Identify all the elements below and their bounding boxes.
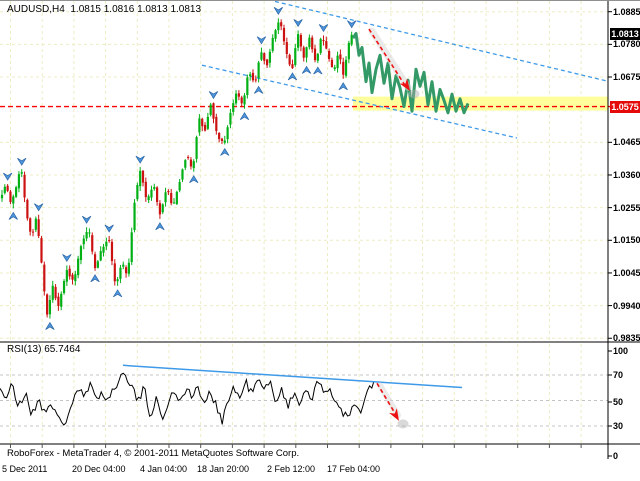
copyright-label: RoboForex - MetaTrader 4, © 2001-2011 Me…: [7, 448, 300, 459]
price-tick-label: 1.0045: [613, 267, 640, 278]
rsi-tick-label: 100: [613, 346, 629, 356]
price-tick-label: 1.0780: [613, 39, 640, 50]
bid-price-label: 1.0813: [610, 28, 640, 41]
chart-title: AUDUSD,H4 1.0815 1.0816 1.0813 1.0813: [7, 4, 201, 15]
price-tick-label: 1.0360: [613, 169, 640, 180]
rsi-current-value: 65.7464: [44, 344, 81, 355]
price-tick-label: 1.0255: [613, 202, 640, 213]
time-tick-label: 18 Jan 20:00: [197, 464, 250, 474]
time-tick-label: 5 Dec 2011: [2, 464, 48, 474]
time-tick-label: 4 Jan 04:00: [140, 464, 188, 474]
rsi-tick-label: 50: [613, 397, 624, 407]
price-tick-label: 0.9835: [613, 333, 640, 344]
time-tick-label: 17 Feb 04:00: [327, 464, 381, 474]
ohlc-quote-line: 1.0815 1.0816 1.0813 1.0813: [70, 4, 202, 15]
price-tick-label: 1.0150: [613, 235, 640, 246]
symbol-timeframe-label: AUDUSD,H4: [7, 4, 65, 15]
rsi-tick-label: 30: [613, 421, 624, 431]
rsi-indicator-label: RSI(13) 65.7464: [7, 345, 80, 355]
price-tick-label: 1.0885: [613, 6, 640, 17]
price-tick-label: 1.0465: [613, 137, 640, 148]
rsi-tick-label: 70: [613, 370, 624, 380]
price-tick-label: 1.0675: [613, 72, 640, 82]
time-tick-label: 2 Feb 12:00: [267, 464, 316, 474]
rsi-name: RSI(13): [7, 344, 42, 355]
time-tick-label: 20 Dec 04:00: [72, 464, 126, 474]
rsi-tick-label: 0: [613, 451, 619, 461]
price-tick-label: 0.9940: [613, 300, 640, 311]
support-price-label: 1.0575: [610, 101, 640, 114]
